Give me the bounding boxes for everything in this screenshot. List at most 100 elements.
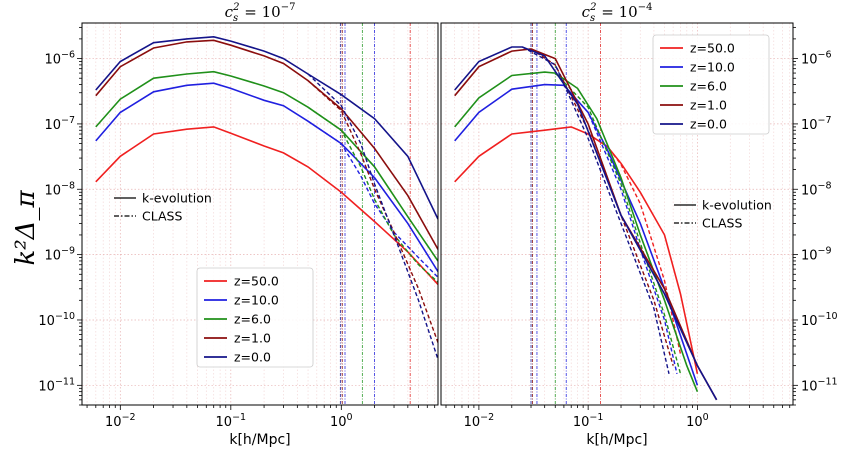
legend-entry-label: z=10.0 xyxy=(690,60,735,75)
panel-title: cs2 = 10−7 xyxy=(225,2,296,24)
legend-redshift: z=50.0 z=10.0 z=6.0 z=1.0 z=0.0 xyxy=(652,34,770,135)
y-tick-label: 10−8 xyxy=(44,180,75,198)
y-tick-label: 10−9 xyxy=(44,246,75,264)
y-tick-label-exponent: −11 xyxy=(818,376,838,387)
y-tick-label: 10−6 xyxy=(44,50,75,68)
x-tick-label: 10−2 xyxy=(105,412,136,430)
x-tick-label: 10−1 xyxy=(573,412,604,430)
x-tick-label-exponent: −1 xyxy=(232,412,246,423)
x-tick-label-base: 10 xyxy=(686,415,703,430)
legend-box xyxy=(196,267,314,368)
series-class-line xyxy=(307,80,438,343)
legend-entry-label: z=0.0 xyxy=(234,350,271,365)
y-tick-label: 10−7 xyxy=(44,115,75,133)
reference-lines xyxy=(339,23,411,405)
series-class-line xyxy=(530,48,674,366)
series-kevolution-line xyxy=(95,126,438,285)
title-base: c xyxy=(582,3,591,21)
y-tick-label-exponent: −8 xyxy=(818,180,832,191)
x-tick-label-base: 10 xyxy=(573,415,590,430)
y-tick-label-base: 10 xyxy=(801,379,818,394)
y-tick-label-base: 10 xyxy=(44,118,61,133)
x-tick-label-exponent: −1 xyxy=(589,412,603,423)
svg-text:k²Δ_π: k²Δ_π xyxy=(11,190,41,266)
plot-frame xyxy=(440,22,794,406)
x-tick-label-exponent: 0 xyxy=(703,412,709,423)
x-tick-label-exponent: −2 xyxy=(122,412,136,423)
series-group xyxy=(454,46,718,401)
y-tick-label-base: 10 xyxy=(44,249,61,264)
y-tick-label-base: 10 xyxy=(38,314,55,329)
series-kevolution-line xyxy=(95,35,438,220)
title-subscript: s xyxy=(590,13,595,24)
x-tick-label: 100 xyxy=(330,412,353,430)
y-tick-label-base: 10 xyxy=(801,183,818,198)
x-tick-label: 100 xyxy=(686,412,709,430)
legend-linestyle-label: CLASS xyxy=(142,209,182,224)
title-equals: = 10 xyxy=(596,3,637,21)
plot-frame xyxy=(81,22,439,406)
y-tick-label: 10−7 xyxy=(801,115,832,133)
title-exponent: −7 xyxy=(281,2,296,13)
legend-entry-label: z=6.0 xyxy=(234,312,271,327)
y-tick-label-exponent: −8 xyxy=(61,180,75,191)
y-axis-label-text: k²Δ_π xyxy=(11,190,41,266)
legend-linestyle: k-evolution CLASS xyxy=(114,191,212,224)
x-axis-label: k[h/Mpc] xyxy=(586,432,647,448)
y-tick-label-base: 10 xyxy=(44,183,61,198)
y-tick-label-base: 10 xyxy=(801,314,818,329)
y-tick-label-exponent: −7 xyxy=(818,115,832,126)
y-tick-label-exponent: −9 xyxy=(61,246,75,257)
legend-entry-label: z=50.0 xyxy=(690,41,735,56)
y-tick-label: 10−10 xyxy=(801,311,838,329)
x-tick-label: 10−1 xyxy=(216,412,247,430)
series-kevolution-line xyxy=(454,48,718,401)
series-class-line xyxy=(522,46,670,374)
legend-linestyle: k-evolution CLASS xyxy=(674,198,772,231)
y-tick-label-base: 10 xyxy=(801,249,818,264)
legend-entry-label: z=1.0 xyxy=(690,98,727,113)
x-tick-label-exponent: 0 xyxy=(347,412,353,423)
x-axis-label: k[h/Mpc] xyxy=(229,432,290,448)
x-tick-label-base: 10 xyxy=(464,415,481,430)
legend-entry-label: z=50.0 xyxy=(234,274,279,289)
title-equals: = 10 xyxy=(239,3,280,21)
panel-left: 10−2 10−1 10010−1110−1010−910−810−710−6k[h… xyxy=(38,2,439,448)
y-tick-label: 10−8 xyxy=(801,180,832,198)
y-tick-label-exponent: −9 xyxy=(818,246,832,257)
legend-entry-label: z=10.0 xyxy=(234,293,279,308)
x-tick-label-base: 10 xyxy=(105,415,122,430)
legend-box xyxy=(652,34,770,135)
legend-linestyle-label: k-evolution xyxy=(702,198,772,213)
title-superscript: 2 xyxy=(232,2,239,13)
legend-linestyle-label: CLASS xyxy=(702,216,742,231)
series-kevolution-line xyxy=(95,39,438,250)
y-tick-label: 10−9 xyxy=(801,246,832,264)
legend-entry-label: z=6.0 xyxy=(690,79,727,94)
series-class-line xyxy=(587,133,682,355)
x-tick-label-base: 10 xyxy=(216,415,233,430)
y-tick-label: 10−11 xyxy=(801,376,838,394)
series-kevolution-line xyxy=(95,82,438,273)
legend-entry-label: z=0.0 xyxy=(690,117,727,132)
legend-entry-label: z=1.0 xyxy=(234,331,271,346)
series-kevolution-line xyxy=(454,126,699,374)
y-tick-label-exponent: −10 xyxy=(55,311,75,322)
y-tick-label-exponent: −11 xyxy=(55,376,75,387)
y-tick-label: 10−10 xyxy=(38,311,75,329)
y-tick-label-base: 10 xyxy=(38,379,55,394)
series-class-line xyxy=(554,72,682,374)
title-superscript: 2 xyxy=(589,2,596,13)
legend-redshift: z=50.0 z=10.0 z=6.0 z=1.0 z=0.0 xyxy=(196,267,314,368)
panel-title: cs2 = 10−4 xyxy=(582,2,653,24)
title-exponent: −4 xyxy=(638,2,653,13)
x-tick-label-exponent: −2 xyxy=(480,412,494,423)
series-kevolution-line xyxy=(454,71,699,393)
title-subscript: s xyxy=(233,13,238,24)
series-class-line xyxy=(307,73,438,360)
series-class-line xyxy=(563,84,678,374)
y-tick-label-exponent: −10 xyxy=(818,311,838,322)
series-kevolution-line xyxy=(454,46,718,401)
y-tick-label-exponent: −7 xyxy=(61,115,75,126)
